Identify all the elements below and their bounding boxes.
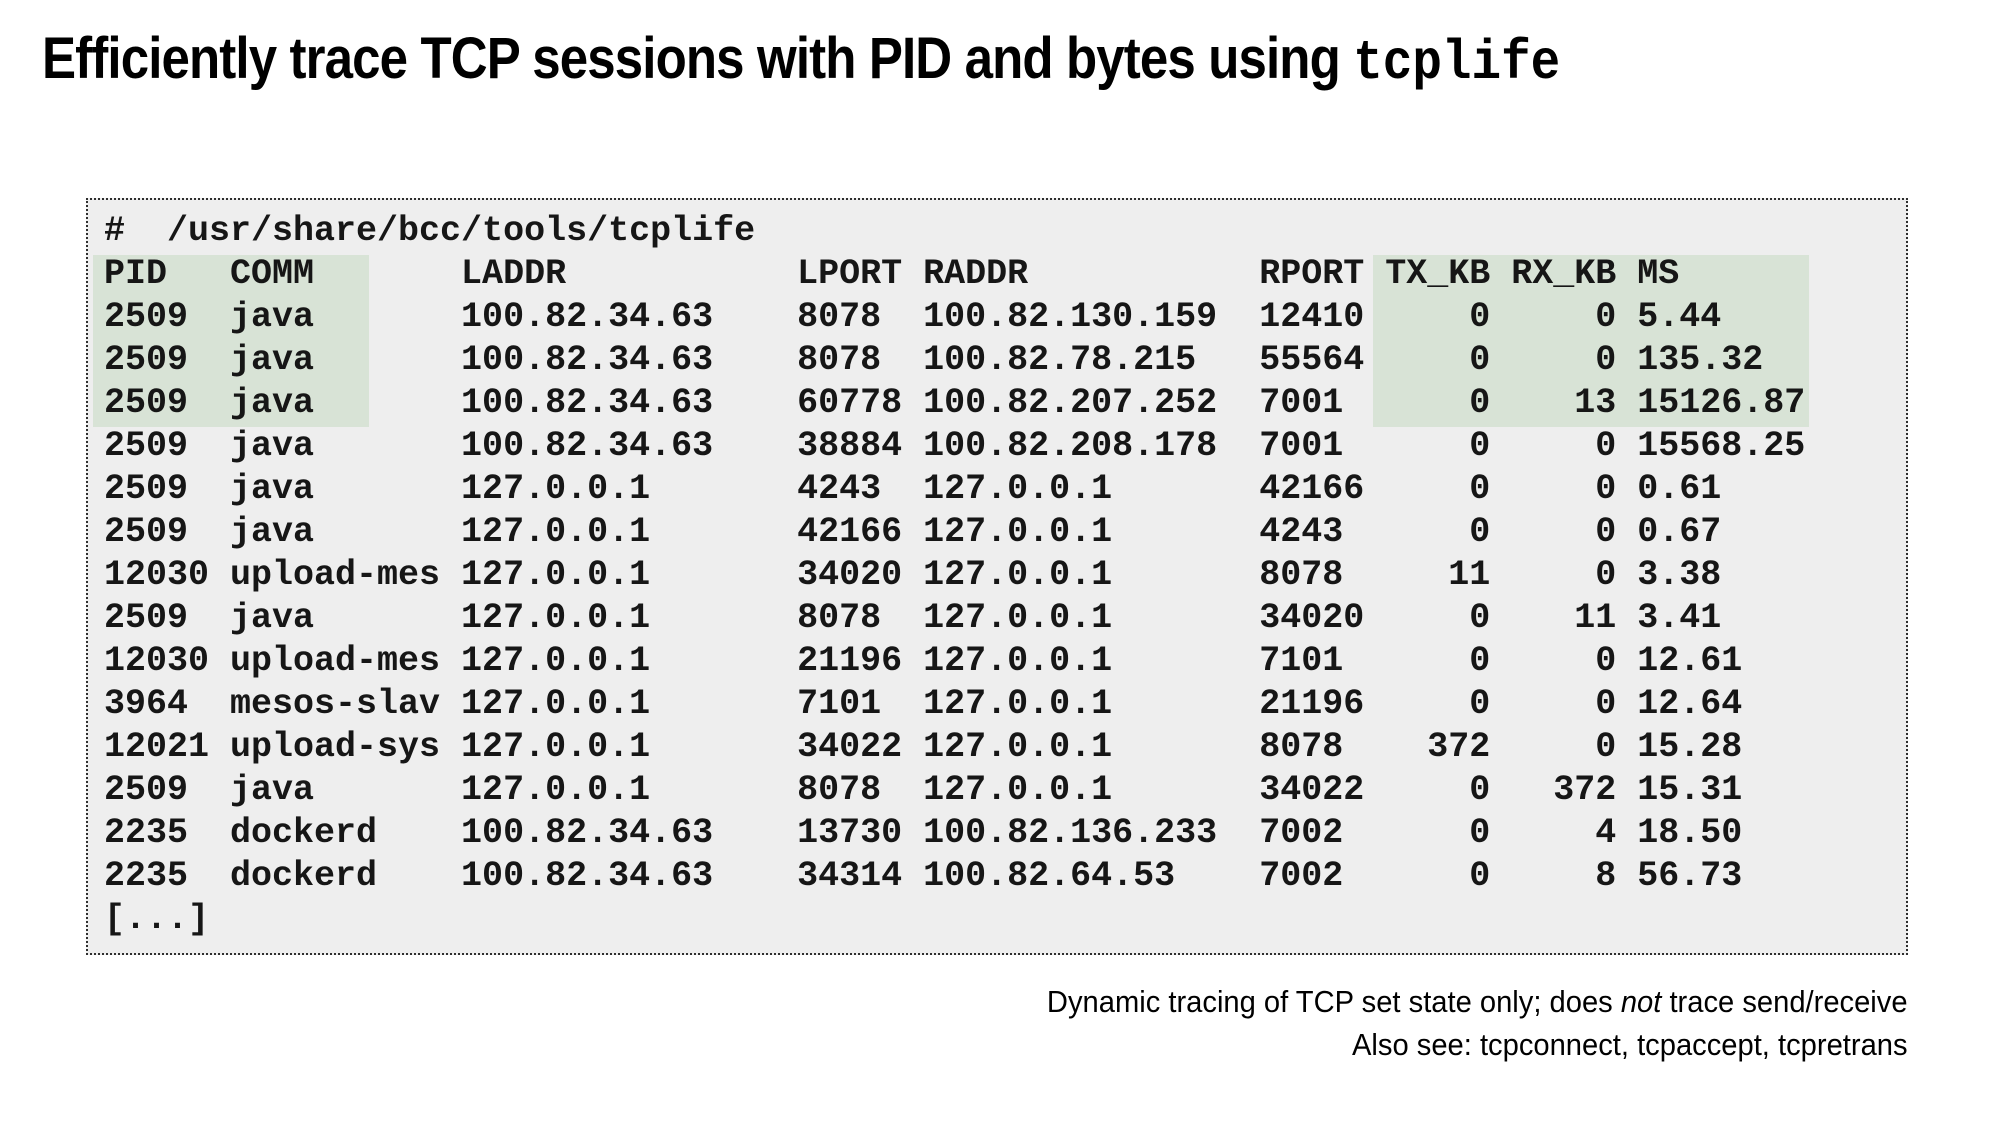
caption-line-1-emphasis: not bbox=[1621, 984, 1662, 1019]
highlight-txkb-rxkb-ms-block bbox=[1372, 255, 1810, 427]
terminal-row: 12030 upload-mes 127.0.0.1 34020 127.0.0… bbox=[104, 555, 1722, 595]
page-title: Efficiently trace TCP sessions with PID … bbox=[42, 26, 1560, 96]
terminal-row: 2509 java 100.82.34.63 60778 100.82.207.… bbox=[104, 383, 1806, 423]
terminal-lines: # /usr/share/bcc/tools/tcplife PID COMM L… bbox=[88, 200, 1906, 953]
terminal-row: 2509 java 100.82.34.63 8078 100.82.130.1… bbox=[104, 297, 1722, 337]
page-title-code: tcplife bbox=[1353, 31, 1561, 95]
page-title-text: Efficiently trace TCP sessions with PID … bbox=[42, 26, 1354, 91]
terminal-row: 3964 mesos-slav 127.0.0.1 7101 127.0.0.1… bbox=[104, 684, 1743, 724]
terminal-row: 12030 upload-mes 127.0.0.1 21196 127.0.0… bbox=[104, 641, 1743, 681]
terminal-truncation-line: [...] bbox=[104, 899, 210, 939]
terminal-row: 12021 upload-sys 127.0.0.1 34022 127.0.0… bbox=[104, 727, 1743, 767]
caption-line-2: Also see: tcpconnect, tcpaccept, tcpretr… bbox=[1352, 1027, 1908, 1062]
terminal-row: 2509 java 127.0.0.1 8078 127.0.0.1 34020… bbox=[104, 598, 1722, 638]
caption: Dynamic tracing of TCP set state only; d… bbox=[1047, 980, 1908, 1066]
terminal-row: 2509 java 127.0.0.1 4243 127.0.0.1 42166… bbox=[104, 469, 1722, 509]
terminal-row: 2509 java 127.0.0.1 8078 127.0.0.1 34022… bbox=[104, 770, 1743, 810]
caption-line-1: Dynamic tracing of TCP set state only; d… bbox=[1047, 980, 1908, 1023]
terminal-header-row: PID COMM LADDR LPORT RADDR RPORT TX_KB R… bbox=[104, 254, 1680, 294]
terminal-output-box: # /usr/share/bcc/tools/tcplife PID COMM L… bbox=[86, 198, 1908, 955]
terminal-row: 2509 java 100.82.34.63 8078 100.82.78.21… bbox=[104, 340, 1764, 380]
terminal-row: 2235 dockerd 100.82.34.63 34314 100.82.6… bbox=[104, 856, 1743, 896]
terminal-row: 2235 dockerd 100.82.34.63 13730 100.82.1… bbox=[104, 813, 1743, 853]
terminal-row: 2509 java 100.82.34.63 38884 100.82.208.… bbox=[104, 426, 1806, 466]
highlight-pid-comm-block bbox=[93, 255, 369, 427]
caption-line-1-suffix: trace send/receive bbox=[1661, 984, 1908, 1019]
terminal-row: 2509 java 127.0.0.1 42166 127.0.0.1 4243… bbox=[104, 512, 1722, 552]
terminal-command-line: # /usr/share/bcc/tools/tcplife bbox=[104, 211, 756, 251]
caption-line-1-prefix: Dynamic tracing of TCP set state only; d… bbox=[1047, 984, 1622, 1019]
